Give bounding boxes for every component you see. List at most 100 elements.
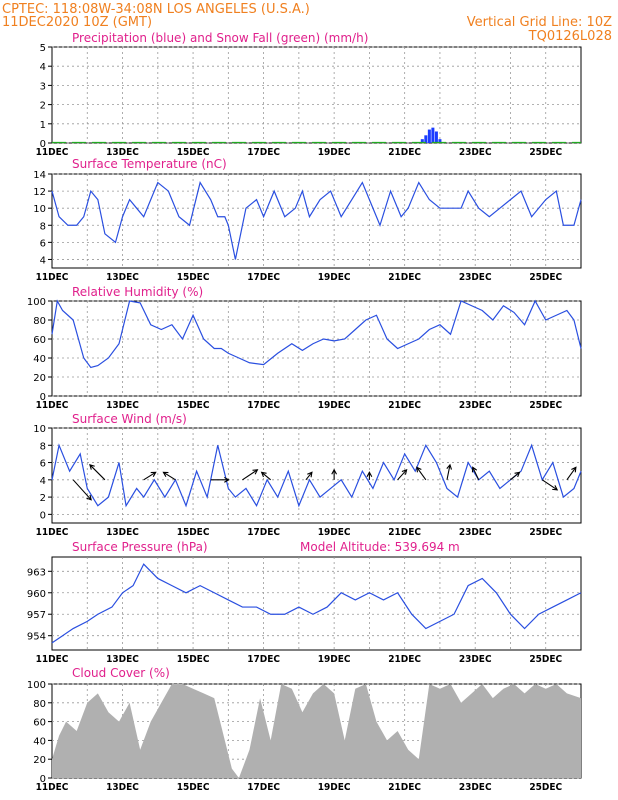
x-tick-label: 23DEC <box>459 147 492 158</box>
panel-frame <box>51 300 582 397</box>
panel-frame <box>51 556 582 651</box>
x-tick-label: 19DEC <box>318 654 351 665</box>
wind-arrow <box>472 467 480 481</box>
x-tick-label: 25DEC <box>529 654 562 665</box>
grid-line-note: Vertical Grid Line: 10Z <box>467 15 612 30</box>
panel-5: 0 20 40 60 80 100 11DEC 13DEC 15DEC 17DEC 19DEC 21D… <box>27 666 582 793</box>
panel-title: Surface Temperature (nC) <box>72 157 227 171</box>
y-tick-label: 0 <box>40 139 46 150</box>
x-tick-label: 13DEC <box>106 654 139 665</box>
wind-arrow-head <box>471 466 478 473</box>
date-header: 11DEC2020 10Z (GMT) <box>2 15 152 30</box>
y-tick-label: 12 <box>33 187 46 198</box>
x-tick-label: 15DEC <box>177 654 210 665</box>
y-tick-label: 80 <box>33 316 46 327</box>
wind-arrow <box>143 471 156 481</box>
x-tick-label: 17DEC <box>247 400 280 411</box>
wind-arrow-head <box>366 471 373 477</box>
x-tick-label: 25DEC <box>529 782 562 793</box>
x-tick-label: 25DEC <box>529 272 562 283</box>
location-header: CPTEC: 118:08W-34:08N LOS ANGELES (U.S.A… <box>2 2 310 17</box>
y-tick-label: 5 <box>40 43 46 54</box>
panel-frame <box>51 46 582 144</box>
x-tick-label: 13DEC <box>106 782 139 793</box>
wind-arrow-head <box>260 471 267 478</box>
x-tick-label: 19DEC <box>318 147 351 158</box>
wind-arrow <box>305 471 313 481</box>
y-tick-label: 2 <box>40 493 46 504</box>
y-tick-label: 4 <box>40 62 46 73</box>
x-tick-label: 21DEC <box>388 400 421 411</box>
wind-arrow <box>566 466 577 481</box>
wind-arrow-head <box>150 471 157 477</box>
wind-arrow <box>510 471 520 481</box>
precip-bar <box>420 139 424 143</box>
series-line <box>51 443 582 508</box>
wind-arrow-head <box>514 471 521 478</box>
panel-2: 0 20 40 60 80 100 11DEC 13DEC 15DEC 17DEC 19DEC 21D… <box>27 285 582 411</box>
y-tick-label: 1 <box>40 120 46 131</box>
y-tick-label: 954 <box>27 632 46 643</box>
y-tick-label: 0 <box>40 774 46 785</box>
wind-arrow-head <box>162 471 169 477</box>
y-tick-label: 6 <box>40 459 46 470</box>
series-line <box>51 563 582 644</box>
y-tick-label: 960 <box>27 589 46 600</box>
x-tick-label: 15DEC <box>177 147 210 158</box>
x-tick-label: 23DEC <box>459 527 492 538</box>
wind-arrow-head <box>401 468 408 475</box>
y-tick-label: 2 <box>40 101 46 112</box>
wind-arrow-head <box>86 494 92 501</box>
x-tick-label: 11DEC <box>36 272 69 283</box>
y-tick-label: 40 <box>33 354 46 365</box>
x-tick-label: 19DEC <box>318 272 351 283</box>
y-tick-label: 3 <box>40 81 46 92</box>
y-tick-label: 100 <box>27 297 46 308</box>
y-tick-label: 10 <box>33 424 46 435</box>
precip-bar <box>434 131 438 143</box>
x-tick-label: 13DEC <box>106 400 139 411</box>
x-tick-label: 19DEC <box>318 527 351 538</box>
x-tick-label: 17DEC <box>247 147 280 158</box>
x-tick-label: 15DEC <box>177 400 210 411</box>
x-tick-label: 21DEC <box>388 272 421 283</box>
y-tick-label: 0 <box>40 510 46 521</box>
wind-arrow-head <box>331 468 338 475</box>
wind-arrow-head <box>416 466 422 473</box>
y-tick-label: 60 <box>33 335 46 346</box>
x-tick-label: 25DEC <box>529 527 562 538</box>
y-tick-label: 20 <box>33 373 46 384</box>
x-tick-label: 21DEC <box>388 527 421 538</box>
wind-arrow <box>72 479 92 501</box>
y-tick-label: 8 <box>40 441 46 452</box>
x-tick-label: 23DEC <box>459 654 492 665</box>
x-tick-label: 19DEC <box>318 400 351 411</box>
wind-arrow-head <box>307 471 313 478</box>
wind-arrow-head <box>571 466 577 473</box>
wind-arrow <box>242 469 258 481</box>
precip-bar <box>438 139 442 143</box>
wind-arrow-head <box>552 485 559 491</box>
x-tick-label: 17DEC <box>247 272 280 283</box>
x-tick-label: 15DEC <box>177 782 210 793</box>
series-line <box>51 181 582 260</box>
wind-arrow-head <box>89 464 95 470</box>
x-tick-label: 21DEC <box>388 147 421 158</box>
y-tick-label: 0 <box>40 392 46 403</box>
panel-frame <box>51 427 582 524</box>
y-tick-label: 10 <box>33 204 46 215</box>
y-tick-label: 4 <box>40 255 46 266</box>
y-tick-label: 8 <box>40 221 46 232</box>
wind-arrow <box>416 466 427 481</box>
x-tick-label: 19DEC <box>318 782 351 793</box>
panel-title: Precipitation (blue) and Snow Fall (gree… <box>72 31 368 45</box>
wind-arrow-head <box>224 476 230 483</box>
x-tick-label: 23DEC <box>459 272 492 283</box>
panel-annotation: Model Altitude: 539.694 m <box>300 540 460 554</box>
cloud-area <box>52 684 581 778</box>
x-tick-label: 13DEC <box>106 527 139 538</box>
y-tick-label: 60 <box>33 718 46 729</box>
panel-title: Relative Humidity (%) <box>72 285 203 299</box>
